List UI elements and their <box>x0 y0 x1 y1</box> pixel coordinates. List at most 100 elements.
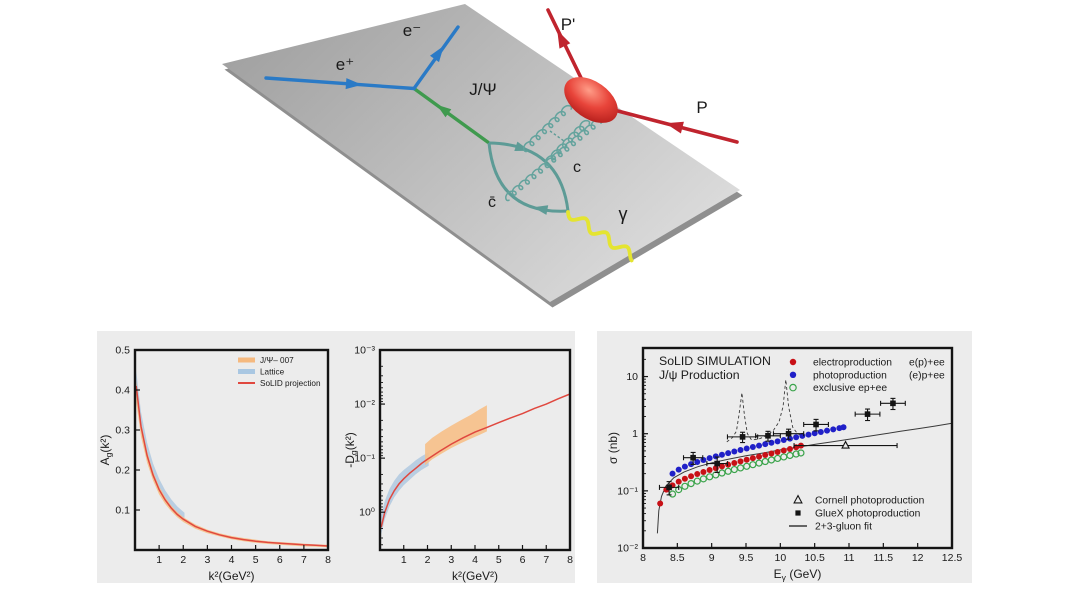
x-tick-label: 11.5 <box>873 552 893 564</box>
proton-in-label: P <box>696 98 707 117</box>
legend-top: electroproduction e(p)+ee photoproduction (… <box>789 358 945 394</box>
x-tick-label: 10 <box>774 552 786 564</box>
x-axis-label: Eγ (GeV) <box>774 567 822 583</box>
legend-label: electroproduction <box>813 358 892 369</box>
axis-tick-labels: 1 2 3 4 5 6 7 8 10⁻³ 10⁻² 10⁻¹ 10⁰ <box>354 345 573 567</box>
y-tick-label: 10⁻¹ <box>354 453 375 465</box>
y-tick-label: 10⁻² <box>617 543 638 555</box>
y-tick-label: 10 <box>626 371 638 383</box>
y-axis-label: σ (nb) <box>606 432 620 464</box>
x-tick-label: 9.5 <box>739 552 754 564</box>
chart-title-line: SoLID SIMULATION <box>659 354 771 368</box>
photon-line <box>566 210 634 263</box>
axis-titles: Eγ (GeV) σ (nb) <box>606 432 821 583</box>
x-tick-label: 10.5 <box>804 552 825 564</box>
legend-label: exclusive ep+ee <box>813 383 887 394</box>
x-tick-label: 11 <box>844 552 855 564</box>
plot-frame <box>378 348 572 552</box>
positron-label: e⁺ <box>336 55 354 74</box>
x-tick-label: 2 <box>180 554 186 566</box>
y-tick-label: 10⁻³ <box>354 345 375 357</box>
series-photoproduction <box>669 424 847 477</box>
series-cornell-photoproduction <box>793 440 898 449</box>
x-tick-label: 1 <box>401 554 407 566</box>
legend-value: (e)p+ee <box>909 370 945 381</box>
x-tick-label: 8 <box>567 554 573 566</box>
electron-label: e⁻ <box>403 21 421 40</box>
plot-frame <box>641 346 954 550</box>
photon-label: γ <box>619 204 628 224</box>
x-tick-label: 5 <box>253 554 259 566</box>
y-tick-label: 0.3 <box>115 425 130 437</box>
chart-Dg: 1 2 3 4 5 6 7 8 10⁻³ 10⁻² 10⁻¹ 10⁰ k²(GeV²) -Dg(k²) <box>343 345 573 584</box>
x-tick-label: 9 <box>709 552 715 564</box>
band-lattice <box>381 452 429 535</box>
x-axis-label: k²(GeV²) <box>209 569 255 583</box>
axis-titles: k²(GeV²) Ag(k²) <box>98 435 255 583</box>
y-tick-label: 0.5 <box>115 345 130 357</box>
y-tick-label: 1 <box>632 428 638 440</box>
axis-titles: k²(GeV²) -Dg(k²) <box>343 432 498 583</box>
y-tick-label: 0.1 <box>115 505 130 517</box>
legend: J/Ψ– 007 Lattice SoLID projection <box>238 356 321 388</box>
charm-loop <box>487 141 570 215</box>
x-tick-label: 4 <box>472 554 478 566</box>
proton-out-label: P' <box>561 15 576 34</box>
line-solid-projection <box>380 393 571 528</box>
legend-label: Cornell photoproduction <box>815 496 925 507</box>
proton-lines <box>546 8 739 144</box>
x-tick-label: 7 <box>301 554 307 566</box>
x-tick-label: 3 <box>448 554 454 566</box>
chart-Ag: 1 2 3 4 5 6 7 8 0.1 0.2 0.3 0.4 0.5 k²(GeV²) Ag(k²) J/Ψ… <box>98 345 331 584</box>
diagram-labels: e⁺ e⁻ J/Ψ c c̄ γ P' P <box>336 15 708 224</box>
y-axis-label: Ag(k²) <box>98 435 114 466</box>
legend-swatch <box>238 369 255 374</box>
scattering-plane <box>222 4 743 308</box>
x-tick-label: 7 <box>543 554 549 566</box>
x-tick-label: 6 <box>277 554 283 566</box>
x-tick-label: 8.5 <box>670 552 685 564</box>
legend-label: GlueX photoproduction <box>815 509 921 520</box>
axis-tick-labels: 8 8.5 9 9.5 10 10.5 11 11.5 12 12.5 10 1 10⁻¹ 10⁻² <box>617 371 962 564</box>
axis-ticks <box>135 349 329 550</box>
y-tick-label: 10⁻¹ <box>617 485 638 497</box>
gluon-formfactor-panel: 1 2 3 4 5 6 7 8 0.1 0.2 0.3 0.4 0.5 k²(GeV²) Ag(k²) J/Ψ… <box>97 331 575 583</box>
y-axis-label: -Dg(k²) <box>343 432 359 467</box>
x-tick-label: 5 <box>496 554 502 566</box>
plane-face <box>222 4 740 302</box>
x-tick-label: 4 <box>229 554 235 566</box>
x-axis-label: k²(GeV²) <box>452 569 498 583</box>
axis-tick-labels: 1 2 3 4 5 6 7 8 0.1 0.2 0.3 0.4 0.5 <box>115 345 331 567</box>
series-gluex-photoproduction <box>658 397 906 496</box>
legend-swatch <box>238 357 255 363</box>
jpsi-production-diagram: e⁺ e⁻ J/Ψ c c̄ γ P' P <box>222 4 743 308</box>
line-solid-projection <box>135 385 329 547</box>
x-tick-label: 6 <box>520 554 526 566</box>
line-resonance-scan <box>726 379 803 443</box>
x-tick-label: 12 <box>912 552 924 564</box>
x-tick-label: 12.5 <box>942 552 963 564</box>
gluon-lines <box>505 104 603 202</box>
y-tick-label: 0.4 <box>115 385 130 397</box>
charm-label: c <box>573 159 581 176</box>
x-tick-label: 1 <box>156 554 162 566</box>
cut-mark <box>549 130 565 142</box>
chart-solid-sim: 8 8.5 9 9.5 10 10.5 11 11.5 12 12.510110⁻¹10⁻²Eγ … <box>606 346 962 583</box>
solid-simulation-chart: 8 8.5 9 9.5 10 10.5 11 11.5 12 12.510110⁻¹10⁻²Eγ … <box>606 346 962 583</box>
legend-label: photoproduction <box>813 370 887 381</box>
solid-simulation-panel: 8 8.5 9 9.5 10 10.5 11 11.5 12 12.5 10 1 10⁻¹ 10⁻² Eγ … <box>597 331 972 583</box>
lepton-lines <box>264 25 460 91</box>
jpsi-label: J/Ψ <box>469 80 496 99</box>
gluon-formfactor-charts: 1 2 3 4 5 6 7 8 0.1 0.2 0.3 0.4 0.5 k²(GeV²) Ag(k²) J/Ψ… <box>98 345 573 584</box>
y-tick-label: 10⁰ <box>359 507 375 519</box>
x-tick-label: 2 <box>425 554 431 566</box>
chart-title-line: J/ψ Production <box>659 368 740 382</box>
legend-swatch <box>238 382 255 384</box>
anticharm-label: c̄ <box>488 194 496 211</box>
x-tick-label: 8 <box>325 554 331 566</box>
x-tick-label: 3 <box>204 554 210 566</box>
legend-label: 2+3-gluon fit <box>815 522 872 533</box>
y-tick-label: 10⁻² <box>354 399 375 411</box>
band-jpsi-007 <box>425 405 487 466</box>
